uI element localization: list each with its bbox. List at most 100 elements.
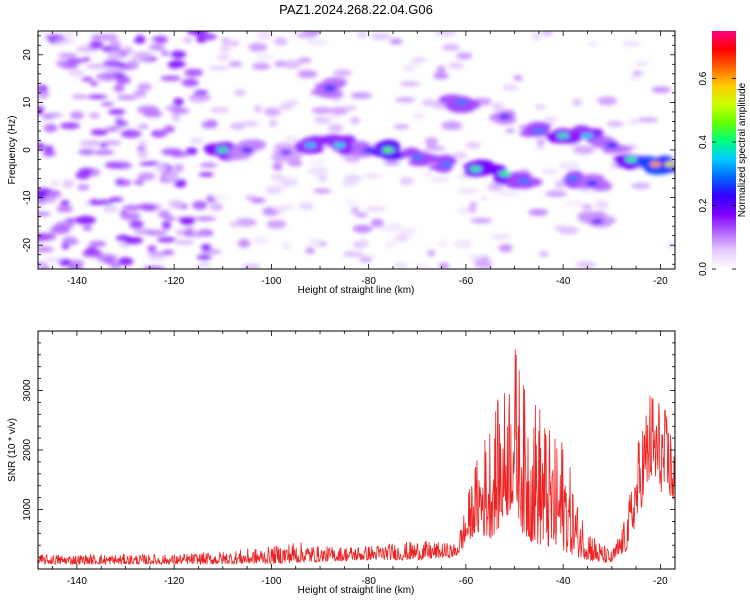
spectrogram-cell [453,239,473,249]
colorbar-label: Normalized spectral amplitude [737,82,748,217]
spectrogram-cell [352,224,373,233]
spectrogram-cell [89,198,98,206]
spectrogram-cell [38,90,50,99]
spectrogram-cell [564,201,584,206]
spectrogram-cell [219,46,232,53]
spectrogram-cell [270,174,286,181]
spectrogram-cell [93,199,114,206]
spectrogram-cell [38,246,55,253]
x-tick-label: -20 [653,276,668,287]
spectrogram-cell [575,261,596,269]
y-tick-label: -20 [22,238,33,253]
spectrogram-cell [82,57,91,62]
spectrogram-cell [132,51,153,60]
spectrogram-cell [581,204,593,210]
spectrogram-cell [108,40,122,49]
spectrogram-cell [170,50,187,59]
snr-y-ticks: 1000 2000 3000 [22,342,675,558]
spectrogram-cell [513,75,523,81]
snr-series-line [38,349,675,566]
spectrogram-ridge-peak [241,147,254,153]
spectrogram-cell [70,111,84,120]
x-tick-label: -40 [556,276,571,287]
spectrogram-cell [170,107,190,114]
snr-background [38,331,675,569]
spectrogram-ridge-peak [532,128,545,134]
spectrogram-cell [217,53,231,61]
spectrogram-cell [126,236,143,245]
spectrogram-ridge-peak [586,180,599,186]
spectrogram-cell [491,102,504,111]
spectrogram-cell [161,220,172,230]
spectrogram-cell [173,97,184,107]
spectrogram-cell [413,113,425,119]
spectrogram-cell [147,256,167,261]
spectrogram-cell [108,197,124,202]
spectrogram-cell [50,225,71,235]
spectrogram-ridge-peak [498,171,511,177]
spectrogram-cell [632,70,643,76]
spectrogram-cell [185,147,198,156]
spectrogram-ridge-peak [382,147,395,153]
spectrogram-cell [139,161,161,166]
spectrogram-cell [96,253,118,263]
spectrogram-cell [137,150,149,160]
spectrogram-cell [210,195,230,200]
x-tick-label: -120 [164,576,184,587]
spectrogram-cell [394,263,408,268]
x-tick-label: -80 [361,276,376,287]
x-tick-label: -100 [261,276,281,287]
spectrogram-ridge-peak [498,114,511,120]
spectrogram-cell [67,263,83,269]
spectrogram-cell [161,148,183,156]
spectrogram-ridge-peak [440,161,453,167]
spectrogram-cell [305,247,315,254]
spectrogram-cell [42,112,64,118]
spectrogram-ridge-peak [279,149,292,155]
spectrogram-cell [296,31,318,39]
spectrogram-ridge-peak [333,142,346,148]
spectrogram-cell [424,137,439,147]
spectrogram-cell [38,261,47,269]
spectrogram-cell [340,180,359,187]
spectrogram-cell [545,190,568,197]
spectrogram-cell [78,148,95,155]
snr-panel: -140 -120 -100 -80 -60 -40 -20 1000 2000 3000 He… [7,330,676,596]
spectrogram-ridge-halo [353,141,370,150]
spectrogram-cell [120,211,141,221]
spectrogram-cell [309,159,326,165]
spectrogram-cell [62,32,76,37]
spectrogram-cell [256,31,273,40]
spectrogram-cell [62,235,77,245]
spectrogram-cell [282,60,302,70]
spectrogram-cell [269,220,282,227]
spectrogram-cell [234,89,246,96]
spectrogram-cell [350,92,373,99]
spectrogram-cell [264,185,282,195]
spectrogram-cell [123,46,133,55]
spectrogram-cell [38,233,48,242]
spectrogram-cell [133,89,147,98]
spectrogram-cell [535,145,545,151]
spectrogram-cell [200,244,212,252]
spectrogram-cell [126,59,140,68]
spectrogram-cell [498,244,513,253]
spectrogram-cell [631,182,651,190]
spectrogram-cell [597,96,618,106]
spectrogram-ridge-peak [518,178,531,184]
x-tick-label: -100 [261,576,281,587]
spectrogram-cell [297,70,318,79]
spectrogram-ridge-halo [274,142,295,151]
spectrogram-cell [115,75,131,85]
spectrogram-cell [180,218,195,226]
spectrogram-cell [329,106,349,115]
spectrogram-cell [394,233,410,242]
spectrogram-cell [357,238,369,247]
spectrogram-cell [457,188,480,194]
spectrogram-cell [343,175,362,181]
spectrogram-cell [61,64,79,69]
spectrogram-cell [469,202,478,207]
spectrogram-cell [61,242,70,250]
figure-title: PAZ1.2024.268.22.04.G06 [279,2,433,17]
